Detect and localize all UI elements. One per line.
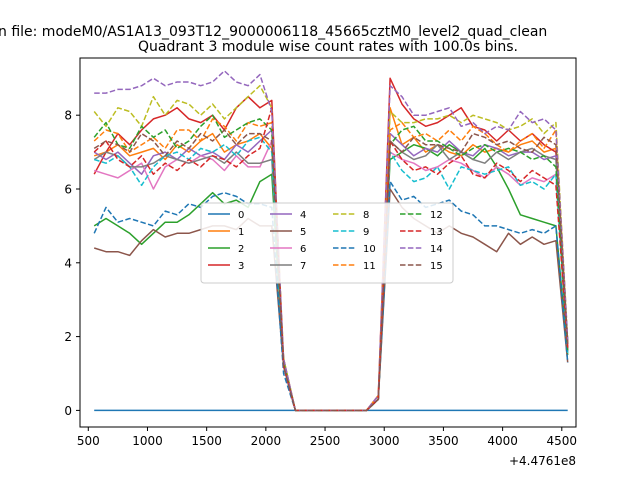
series-layer <box>93 70 569 412</box>
tick-layer: 500 1000 1500 2000 2500 3000 3500 4000 4500 0 2 4 6 8 <box>64 109 577 448</box>
y-tick-label: 6 <box>64 182 72 196</box>
legend-label-10: 10 <box>363 244 376 255</box>
x-tick-label: 2500 <box>310 434 341 448</box>
legend-label-3: 3 <box>238 261 244 272</box>
legend-label-2: 2 <box>238 244 244 255</box>
x-tick-label: 3500 <box>428 434 459 448</box>
series-line-10 <box>93 180 569 412</box>
y-tick-label: 8 <box>64 109 72 123</box>
x-tick-label: 3000 <box>369 434 400 448</box>
y-tick-label: 4 <box>64 256 72 270</box>
legend-label-8: 8 <box>363 210 369 221</box>
legend-label-14: 14 <box>430 244 443 255</box>
figure-suptitle: n file: modeM0/AS1A13_093T12_9000006118_… <box>0 24 547 40</box>
y-tick-label: 2 <box>64 330 72 344</box>
legend-label-12: 12 <box>430 210 443 221</box>
legend-label-1: 1 <box>238 227 244 238</box>
legend-label-5: 5 <box>300 227 306 238</box>
x-tick-label: 1500 <box>191 434 222 448</box>
legend-label-11: 11 <box>363 261 376 272</box>
series-line-14 <box>94 70 569 412</box>
x-tick-label: 4500 <box>547 434 578 448</box>
x-tick-label: 1000 <box>132 434 163 448</box>
x-offset-text: +4.4761e8 <box>509 454 576 468</box>
legend-box <box>200 202 454 284</box>
legend-label-4: 4 <box>300 210 306 221</box>
legend-label-0: 0 <box>238 210 244 221</box>
axes-frame <box>79 57 577 428</box>
series-line-8 <box>93 84 569 412</box>
legend-label-15: 15 <box>430 261 443 272</box>
legend-label-6: 6 <box>300 244 306 255</box>
legend-label-7: 7 <box>300 261 306 272</box>
legend-label-9: 9 <box>363 227 369 238</box>
x-tick-label: 4000 <box>487 434 518 448</box>
x-tick-label: 2000 <box>251 434 282 448</box>
series-line-15 <box>93 129 569 412</box>
legend-label-13: 13 <box>430 227 443 238</box>
y-tick-label: 0 <box>64 404 72 418</box>
x-tick-label: 500 <box>77 434 100 448</box>
chart-title: Quadrant 3 module wise count rates with … <box>138 39 518 55</box>
